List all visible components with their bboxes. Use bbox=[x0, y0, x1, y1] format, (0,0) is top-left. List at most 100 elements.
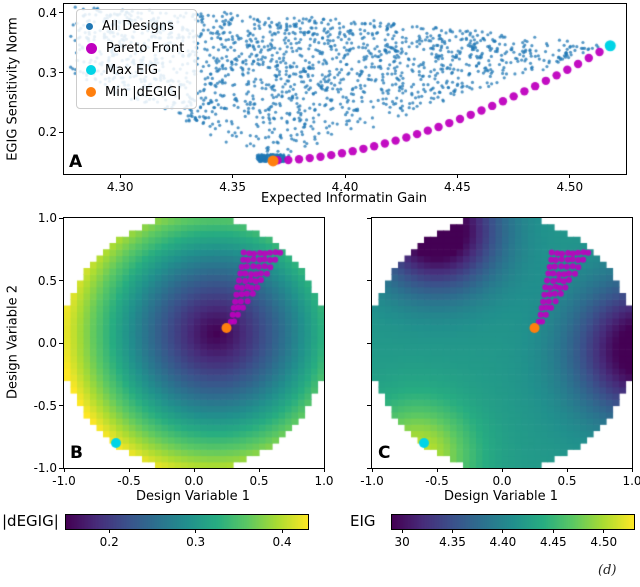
x-tick-label: 0.0 bbox=[492, 474, 512, 488]
y-tick-label: -0.5 bbox=[33, 398, 57, 413]
legend-item-min-degig-: Min |dEGIG| bbox=[84, 81, 184, 103]
colorbar-tick-label: 4.50 bbox=[590, 535, 618, 549]
legend-label: Min |dEGIG| bbox=[105, 84, 182, 100]
colorbar-tick-mark bbox=[281, 530, 283, 533]
y-tick-label: 1.0 bbox=[37, 211, 57, 225]
legend-label: Max EIG bbox=[105, 62, 159, 78]
y-tick-mark bbox=[59, 342, 63, 344]
y-tick-mark bbox=[59, 280, 63, 281]
colorbar-eig-label: EIG bbox=[350, 512, 376, 530]
legend-label: Pareto Front bbox=[106, 40, 185, 56]
x-tick-label: 4.40 bbox=[331, 180, 359, 194]
y-tick-mark bbox=[59, 405, 63, 406]
x-tick-label: -1.0 bbox=[52, 474, 76, 488]
colorbar-tick-mark bbox=[603, 530, 605, 533]
legend-marker-icon bbox=[86, 22, 93, 30]
colorbar-eig bbox=[391, 514, 635, 530]
panel-b-xlabel: Design Variable 1 bbox=[135, 489, 251, 504]
x-tick-mark bbox=[232, 174, 234, 178]
panel-b-heatmap: B -1.0 -0.5 0.0 0.5 1.0 -1.0 -0.5 0.0 0.5 1.0 bbox=[34, 211, 334, 488]
legend-marker-icon bbox=[86, 65, 96, 75]
y-tick-mark bbox=[367, 405, 371, 406]
panel-b-canvas bbox=[64, 218, 324, 468]
x-tick-label: 4.45 bbox=[444, 180, 471, 194]
colorbar-tick-label: 0.4 bbox=[272, 535, 292, 549]
panel-c-heatmap: C -1.0 -0.5 0.0 0.5 1.0 bbox=[360, 217, 640, 488]
colorbar-tick-mark bbox=[108, 530, 110, 533]
x-tick-mark bbox=[501, 468, 503, 472]
y-tick-label: 0.3 bbox=[37, 65, 57, 80]
y-tick-mark bbox=[367, 342, 371, 344]
legend-marker-icon bbox=[86, 87, 96, 97]
colorbar-tick-mark bbox=[552, 530, 554, 533]
y-tick-mark bbox=[59, 467, 63, 469]
x-tick-mark bbox=[323, 468, 325, 472]
x-tick-mark bbox=[436, 468, 438, 472]
colorbar-degig bbox=[65, 514, 309, 530]
x-tick-label: 0.5 bbox=[557, 474, 577, 488]
panel-a-scatter: All Designs Pareto Front Max EIG Min |dEGIG… bbox=[38, 3, 627, 194]
panel-a-letter: A bbox=[69, 152, 83, 172]
y-tick-mark bbox=[367, 217, 371, 219]
y-tick-mark bbox=[59, 12, 63, 14]
colorbar-tick-mark bbox=[401, 530, 403, 533]
x-tick-mark bbox=[258, 468, 260, 472]
y-tick-mark bbox=[59, 131, 63, 133]
colorbar-degig-canvas bbox=[66, 515, 308, 529]
panel-b-ylabel: Design Variable 2 bbox=[5, 284, 21, 400]
colorbar-tick-mark bbox=[195, 530, 197, 533]
caption-fragment: (d) bbox=[598, 563, 617, 578]
colorbar-tick-mark bbox=[452, 530, 453, 533]
legend-item-pareto-front: Pareto Front bbox=[84, 37, 184, 59]
colorbar-tick-label: 4.40 bbox=[489, 535, 517, 549]
y-tick-label: 0.4 bbox=[37, 5, 57, 20]
panel-a-ylabel: EGIG Sensitivity Norm bbox=[5, 17, 21, 161]
x-tick-label: -0.5 bbox=[425, 474, 449, 488]
x-tick-mark bbox=[344, 174, 346, 178]
x-tick-mark bbox=[631, 468, 633, 472]
y-tick-label: -1.0 bbox=[33, 461, 57, 475]
legend-item-all-designs: All Designs bbox=[84, 15, 184, 37]
x-tick-mark bbox=[63, 468, 65, 472]
y-tick-mark bbox=[59, 217, 63, 219]
colorbar-tick-label: 4.45 bbox=[539, 535, 567, 549]
legend-item-max-eig: Max EIG bbox=[84, 59, 184, 81]
x-tick-label: 0.5 bbox=[249, 474, 269, 488]
colorbar-tick-label: 0.2 bbox=[99, 535, 119, 549]
y-tick-mark bbox=[59, 72, 63, 74]
panel-c-letter: C bbox=[378, 443, 391, 463]
colorbar-degig-label: |dEGIG| bbox=[2, 512, 59, 530]
panel-c-xlabel: Design Variable 1 bbox=[443, 489, 559, 504]
x-tick-label: -1.0 bbox=[360, 474, 384, 488]
colorbar-tick-label: 4.35 bbox=[439, 535, 466, 549]
colorbar-tick-label: 0.3 bbox=[186, 535, 206, 549]
panel-b-letter: B bbox=[70, 443, 83, 463]
legend-label: All Designs bbox=[102, 18, 174, 34]
legend: All Designs Pareto Front Max EIG Min |dEGIG… bbox=[76, 9, 198, 109]
x-tick-label: 1.0 bbox=[622, 474, 640, 488]
y-tick-label: 0.2 bbox=[37, 125, 57, 140]
x-tick-label: 1.0 bbox=[314, 474, 334, 488]
x-tick-mark bbox=[193, 468, 195, 472]
x-tick-mark bbox=[456, 174, 458, 178]
x-tick-mark bbox=[119, 174, 121, 178]
x-tick-label: 4.30 bbox=[106, 180, 134, 194]
x-tick-label: 4.35 bbox=[219, 180, 246, 194]
x-tick-label: 0.0 bbox=[184, 474, 204, 488]
x-tick-mark bbox=[569, 174, 571, 178]
colorbar-eig-canvas bbox=[392, 515, 634, 529]
y-tick-label: 0.5 bbox=[37, 273, 57, 288]
colorbar-tick-label: 30 bbox=[394, 535, 410, 549]
x-tick-label: -0.5 bbox=[117, 474, 141, 488]
colorbar-tick-mark bbox=[502, 530, 504, 533]
y-tick-mark bbox=[367, 280, 371, 281]
panel-a-xlabel: Expected Informatin Gain bbox=[260, 191, 428, 206]
x-tick-mark bbox=[566, 468, 568, 472]
x-tick-label: 4.50 bbox=[556, 180, 584, 194]
x-tick-mark bbox=[128, 468, 130, 472]
x-tick-mark bbox=[371, 468, 373, 472]
y-tick-mark bbox=[367, 467, 371, 469]
y-tick-label: 0.0 bbox=[37, 336, 57, 350]
legend-marker-icon bbox=[86, 42, 97, 54]
